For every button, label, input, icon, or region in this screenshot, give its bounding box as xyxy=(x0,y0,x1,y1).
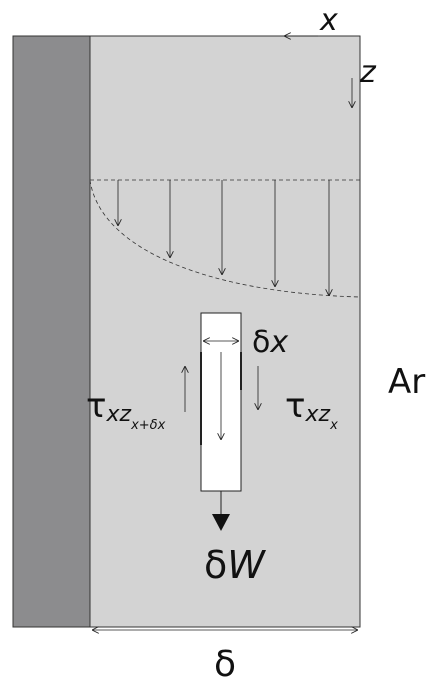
thickness-label: δ xyxy=(214,644,236,685)
weight-arrow-head xyxy=(212,514,230,531)
ar-label: Ar xyxy=(388,362,425,402)
x-axis-label: x xyxy=(319,3,338,38)
shear-stress-left-label: τxzx+δx xyxy=(86,386,166,433)
weight-label: δW xyxy=(204,543,266,587)
z-axis-label: z xyxy=(359,55,377,90)
wall xyxy=(12,35,91,628)
velocity-profile-curve xyxy=(89,179,361,298)
shear-stress-right-label: τxzx xyxy=(285,386,338,433)
dx-label: δx xyxy=(252,325,288,360)
